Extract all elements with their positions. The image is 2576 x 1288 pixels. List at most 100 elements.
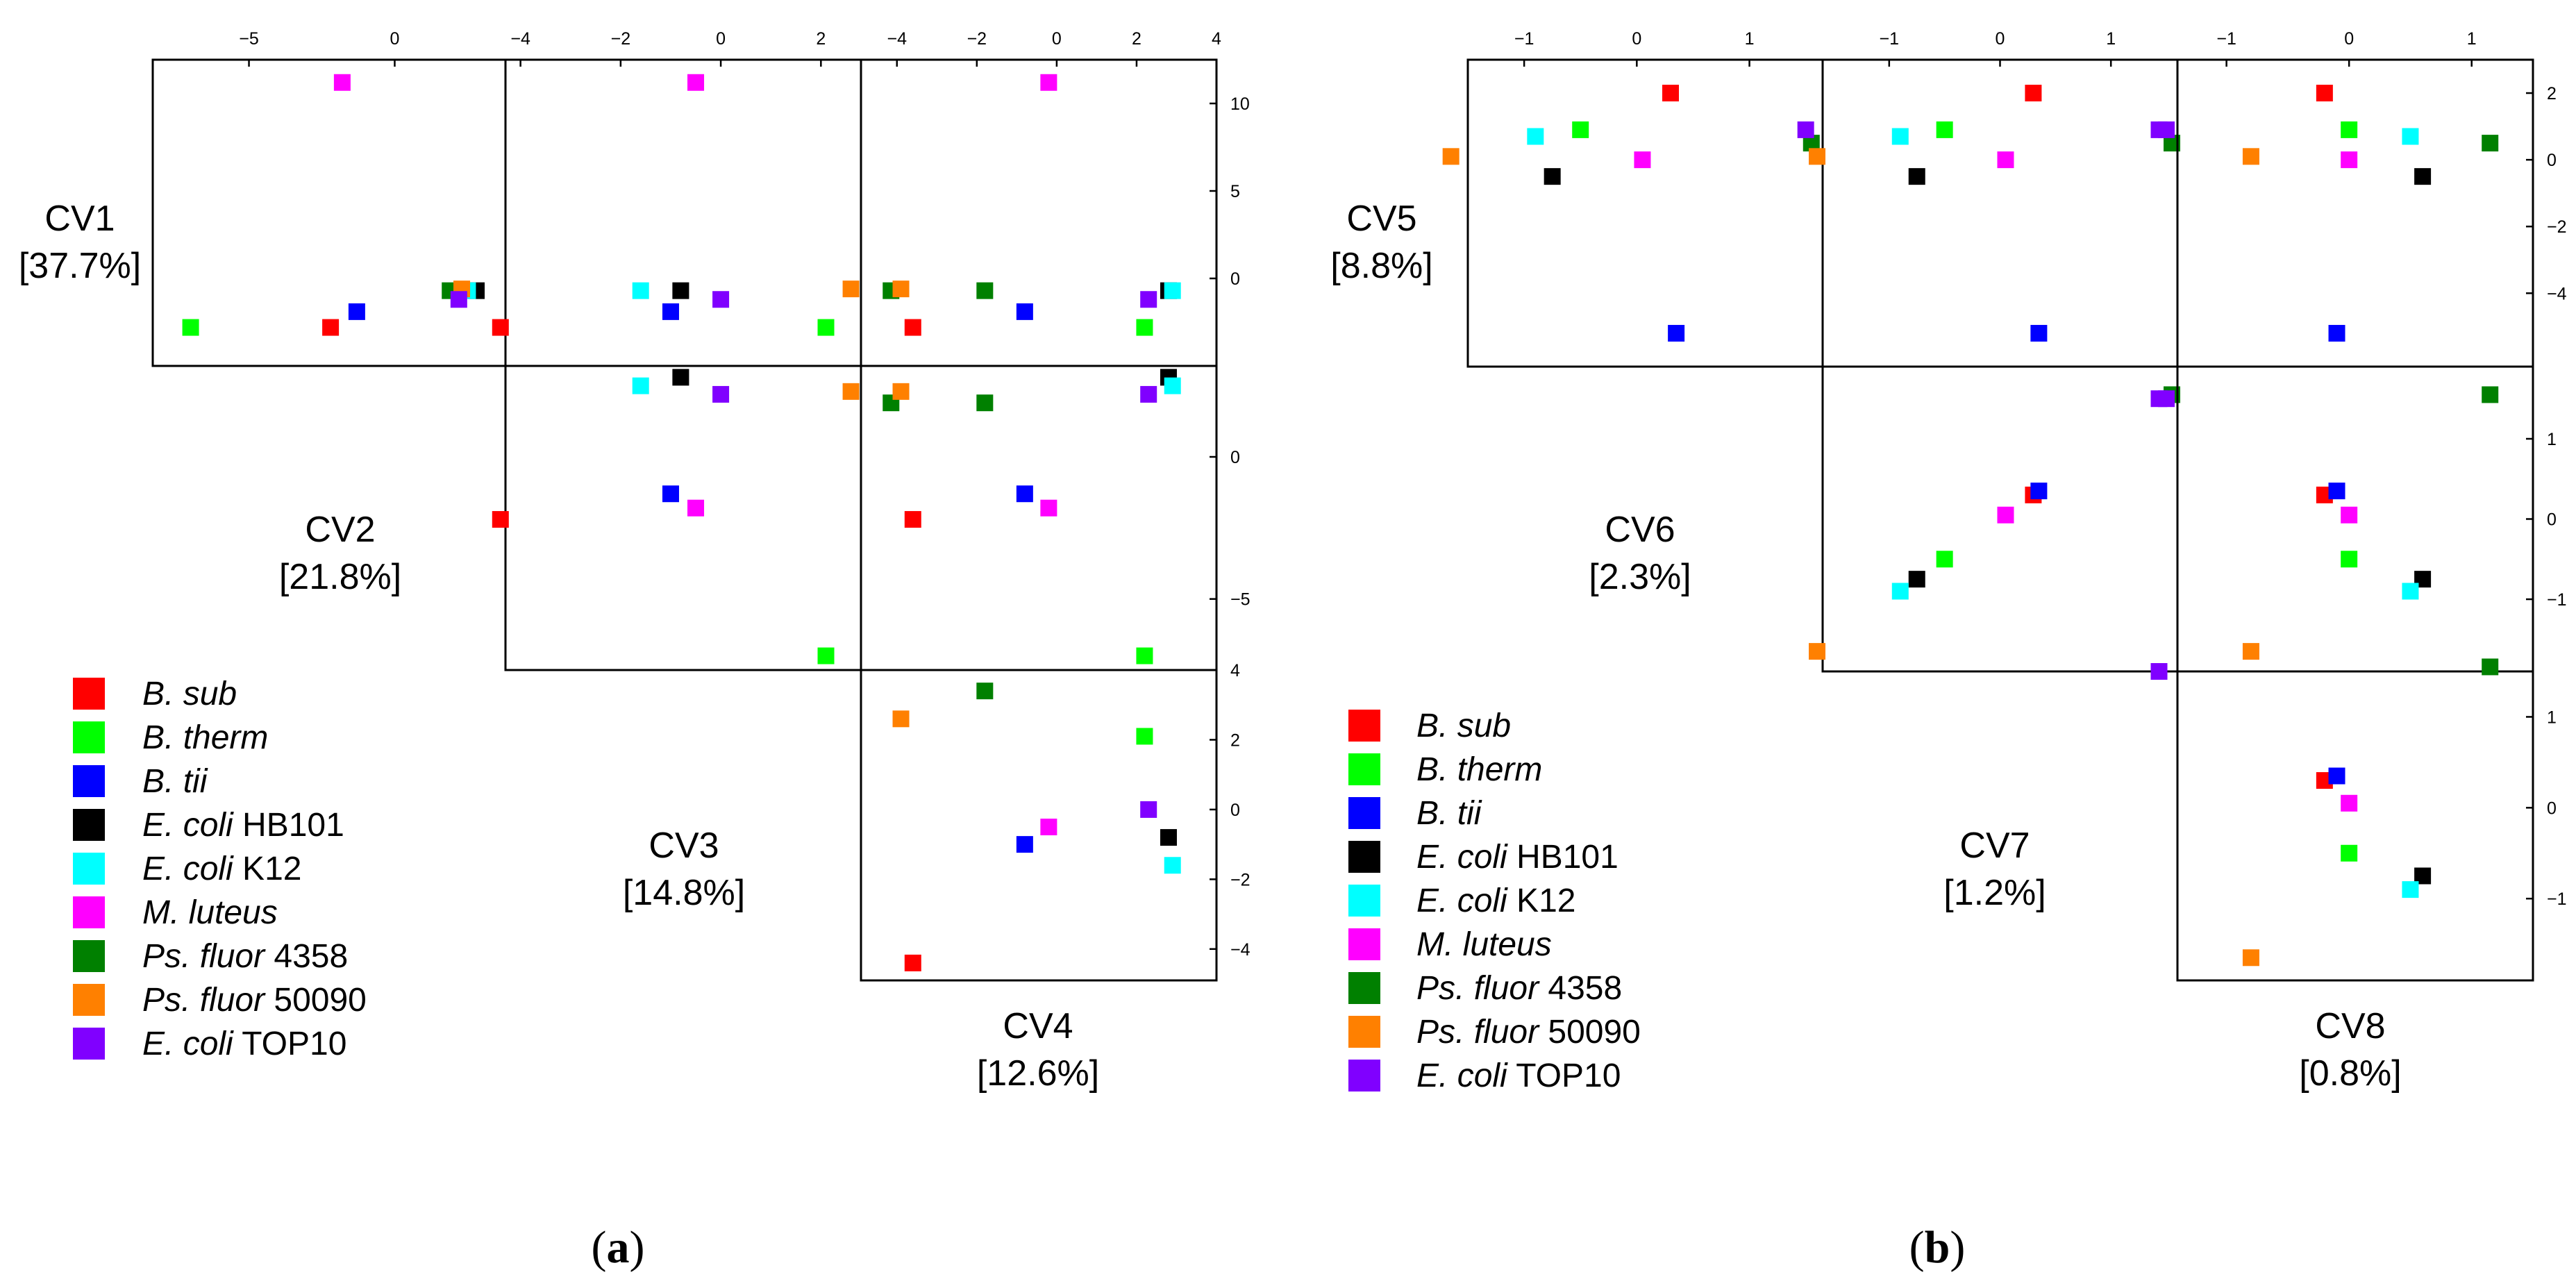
legend-label: B. sub bbox=[142, 676, 237, 712]
legend-label: E. coli HB101 bbox=[142, 807, 344, 844]
point-ps-fluor-4358 bbox=[2482, 658, 2499, 676]
legend-swatch bbox=[73, 721, 105, 753]
cell-CV6-CV8 bbox=[2150, 365, 2534, 673]
legend-label-strain: HB101 bbox=[233, 807, 344, 844]
point-b-sub bbox=[492, 511, 509, 528]
diagonal-label-cv1: CV1 bbox=[44, 199, 115, 239]
top-tick-label: −1 bbox=[1514, 29, 1534, 49]
point-b-therm bbox=[817, 319, 835, 336]
point-b-therm bbox=[1936, 121, 1953, 138]
point-m-luteus bbox=[2341, 151, 2358, 169]
top-tick-label: 0 bbox=[2344, 29, 2354, 49]
legend-label-italic: B. tii bbox=[142, 763, 208, 800]
cell-CV5-CV6 bbox=[1442, 58, 1824, 368]
legend-label-italic: E. coli bbox=[142, 807, 234, 844]
point-ps-fluor-4358 bbox=[976, 394, 994, 412]
legend-item: B. tii bbox=[1348, 795, 1482, 832]
legend-swatch bbox=[1348, 710, 1380, 742]
point-b-sub bbox=[904, 511, 921, 528]
legend-label-italic: B. tii bbox=[1416, 795, 1482, 832]
legend-label: Ps. fluor 50090 bbox=[1416, 1014, 1641, 1051]
diagonal-label-cv7: CV7 bbox=[1959, 826, 2030, 866]
point-b-tii bbox=[2030, 324, 2048, 342]
point-e-coli-k12 bbox=[1164, 377, 1181, 394]
point-m-luteus bbox=[1040, 74, 1057, 91]
top-tick-label: 0 bbox=[716, 29, 726, 49]
point-m-luteus bbox=[1040, 499, 1057, 517]
point-b-therm bbox=[1572, 121, 1589, 138]
legend-label-italic: B. sub bbox=[1416, 708, 1511, 744]
legend-label-strain: 50090 bbox=[265, 982, 367, 1019]
point-ps-fluor-50090 bbox=[2242, 949, 2259, 967]
panel-frame bbox=[504, 365, 862, 671]
point-ps-fluor-50090 bbox=[2242, 148, 2259, 165]
legend-label: B. therm bbox=[142, 719, 268, 756]
point-m-luteus bbox=[1997, 506, 2014, 524]
top-tick-label: 0 bbox=[390, 29, 400, 49]
right-tick-label: 0 bbox=[2547, 798, 2557, 818]
legend-label: B. therm bbox=[1416, 751, 1542, 788]
legend-label: Ps. fluor 4358 bbox=[1416, 970, 1622, 1007]
point-m-luteus bbox=[1040, 819, 1057, 836]
top-tick-label: 1 bbox=[1745, 29, 1755, 49]
point-b-therm bbox=[817, 647, 835, 664]
top-tick-label: −1 bbox=[1880, 29, 1900, 49]
top-tick-label: 0 bbox=[1632, 29, 1641, 49]
legend-label-strain: 50090 bbox=[1539, 1014, 1641, 1051]
point-b-therm bbox=[1936, 551, 1953, 568]
cell-CV2-CV4 bbox=[860, 365, 1218, 671]
legend-item: E. coli K12 bbox=[73, 851, 301, 887]
point-b-sub bbox=[2316, 85, 2333, 102]
point-e-coli-k12 bbox=[2402, 583, 2419, 600]
legend-label: E. coli K12 bbox=[1416, 883, 1575, 919]
legend-swatch bbox=[1348, 797, 1380, 829]
point-m-luteus bbox=[2341, 506, 2358, 524]
point-e-coli-top10 bbox=[1140, 291, 1157, 308]
point-e-coli-k12 bbox=[2402, 881, 2419, 898]
point-e-coli-hb101 bbox=[1160, 829, 1177, 846]
point-ps-fluor-50090 bbox=[842, 281, 860, 298]
point-e-coli-hb101 bbox=[672, 282, 689, 299]
point-ps-fluor-4358 bbox=[976, 683, 994, 700]
diagonal-label-cv5: CV5 bbox=[1346, 199, 1416, 239]
point-b-tii bbox=[662, 485, 679, 503]
legend-swatch bbox=[1348, 1060, 1380, 1092]
legend-item: B. sub bbox=[1348, 708, 1511, 744]
subfigure-label: (a) bbox=[592, 1222, 645, 1273]
point-m-luteus bbox=[687, 74, 705, 91]
point-ps-fluor-50090 bbox=[892, 383, 910, 400]
point-e-coli-k12 bbox=[2402, 128, 2419, 145]
legend-label: E. coli TOP10 bbox=[142, 1026, 346, 1062]
legend-item: E. coli HB101 bbox=[73, 807, 344, 844]
legend-label: M. luteus bbox=[142, 894, 278, 931]
point-b-tii bbox=[348, 303, 365, 320]
point-m-luteus bbox=[2341, 794, 2358, 812]
right-tick-label: 1 bbox=[2547, 708, 2557, 727]
right-tick-label: 10 bbox=[1230, 94, 1250, 114]
point-e-coli-k12 bbox=[1891, 128, 1909, 145]
legend-label-strain: 4358 bbox=[1539, 970, 1622, 1007]
legend-label-strain: TOP10 bbox=[1507, 1057, 1621, 1094]
top-tick-label: 0 bbox=[1052, 29, 1062, 49]
legend-item: B. therm bbox=[73, 719, 268, 756]
point-ps-fluor-50090 bbox=[2242, 643, 2259, 660]
legend-label-italic: E. coli bbox=[1416, 839, 1508, 876]
point-e-coli-top10 bbox=[1797, 121, 1814, 138]
top-tick-label: 4 bbox=[1212, 29, 1221, 49]
cell-CV1-CV3 bbox=[492, 58, 900, 367]
right-tick-label: 2 bbox=[2547, 84, 2557, 103]
top-tick-label: 0 bbox=[1996, 29, 2005, 49]
point-b-therm bbox=[2341, 844, 2358, 862]
point-e-coli-top10 bbox=[2150, 121, 2168, 138]
panel-frame bbox=[1466, 58, 1824, 368]
diagonal-label-cv8: CV8 bbox=[2315, 1006, 2385, 1046]
diagonal-percent-cv1: [37.7%] bbox=[19, 246, 141, 286]
right-tick-label: 0 bbox=[2547, 151, 2557, 170]
point-b-therm bbox=[1136, 319, 1153, 336]
point-e-coli-hb101 bbox=[1908, 571, 1925, 588]
legend-item: B. tii bbox=[73, 763, 208, 800]
panel-frame bbox=[860, 669, 1218, 982]
point-b-tii bbox=[2328, 324, 2345, 342]
point-b-sub bbox=[904, 954, 921, 971]
